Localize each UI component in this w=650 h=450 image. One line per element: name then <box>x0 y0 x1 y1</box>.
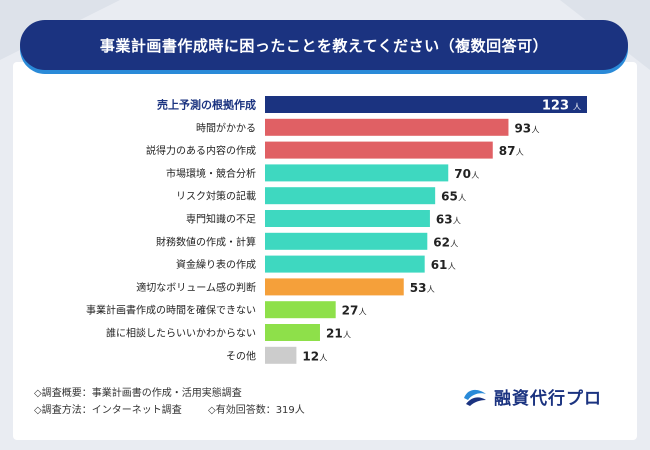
bar <box>265 278 404 296</box>
chart-title: 事業計画書作成時に困ったことを教えてください（複数回答可） <box>20 20 628 70</box>
category-label: 事業計画書作成の時間を確保できない <box>86 304 256 317</box>
category-label: 誰に相談したらいいかわからない <box>106 327 256 340</box>
category-label: 市場環境・競合分析 <box>166 167 256 180</box>
value-label: 123 <box>542 99 569 114</box>
category-label: 説得力のある内容の作成 <box>146 144 256 157</box>
category-label: 資金繰り表の作成 <box>176 258 256 271</box>
bar <box>265 187 436 205</box>
unit-label: 人 <box>359 308 367 317</box>
unit-label: 人 <box>471 171 479 180</box>
value-label: 21 <box>326 327 343 341</box>
unit-label: 人 <box>573 103 581 112</box>
category-label: リスク対策の記載 <box>176 190 256 203</box>
value-label: 87 <box>499 144 516 158</box>
unit-label: 人 <box>448 262 456 271</box>
survey-method-note: ◇調査方法：インターネット調査 <box>34 405 182 416</box>
value-label: 93 <box>514 121 531 135</box>
value-label: 70 <box>454 167 471 181</box>
logo-text: 融資代行プロ <box>494 389 602 409</box>
unit-label: 人 <box>450 239 458 248</box>
bar <box>265 255 425 273</box>
value-label: 53 <box>410 281 427 295</box>
value-label: 27 <box>342 304 359 318</box>
bar <box>265 210 430 227</box>
bar <box>265 118 509 136</box>
category-label: その他 <box>226 349 256 362</box>
bar <box>265 346 297 364</box>
unit-label: 人 <box>343 331 351 340</box>
category-label: 財務数値の作成・計算 <box>156 235 256 248</box>
unit-label: 人 <box>427 285 435 294</box>
respondents-note: ◇有効回答数：319人 <box>208 405 305 416</box>
value-label: 12 <box>302 349 319 363</box>
value-label: 62 <box>433 235 450 249</box>
category-label: 時間がかかる <box>196 121 256 134</box>
unit-label: 人 <box>516 148 524 157</box>
unit-label: 人 <box>453 217 461 226</box>
category-label: 専門知識の不足 <box>186 213 256 226</box>
category-label: 適切なボリューム感の判断 <box>136 281 256 294</box>
bar <box>265 324 320 341</box>
brand-logo: 融資代行プロ <box>462 384 602 409</box>
value-label: 63 <box>436 213 453 227</box>
bar <box>265 141 493 159</box>
bar <box>265 164 449 182</box>
bar <box>265 301 336 319</box>
unit-label: 人 <box>531 125 539 134</box>
bar <box>265 232 428 250</box>
value-label: 65 <box>441 190 458 204</box>
survey-overview-note: ◇調査概要：事業計画書の作成・活用実態調査 <box>34 388 242 399</box>
category-label: 売上予測の根拠作成 <box>157 98 256 112</box>
value-label: 61 <box>431 258 448 272</box>
logo-mark-icon <box>464 389 486 406</box>
unit-label: 人 <box>458 194 466 203</box>
bar <box>265 96 587 113</box>
unit-label: 人 <box>319 353 327 362</box>
